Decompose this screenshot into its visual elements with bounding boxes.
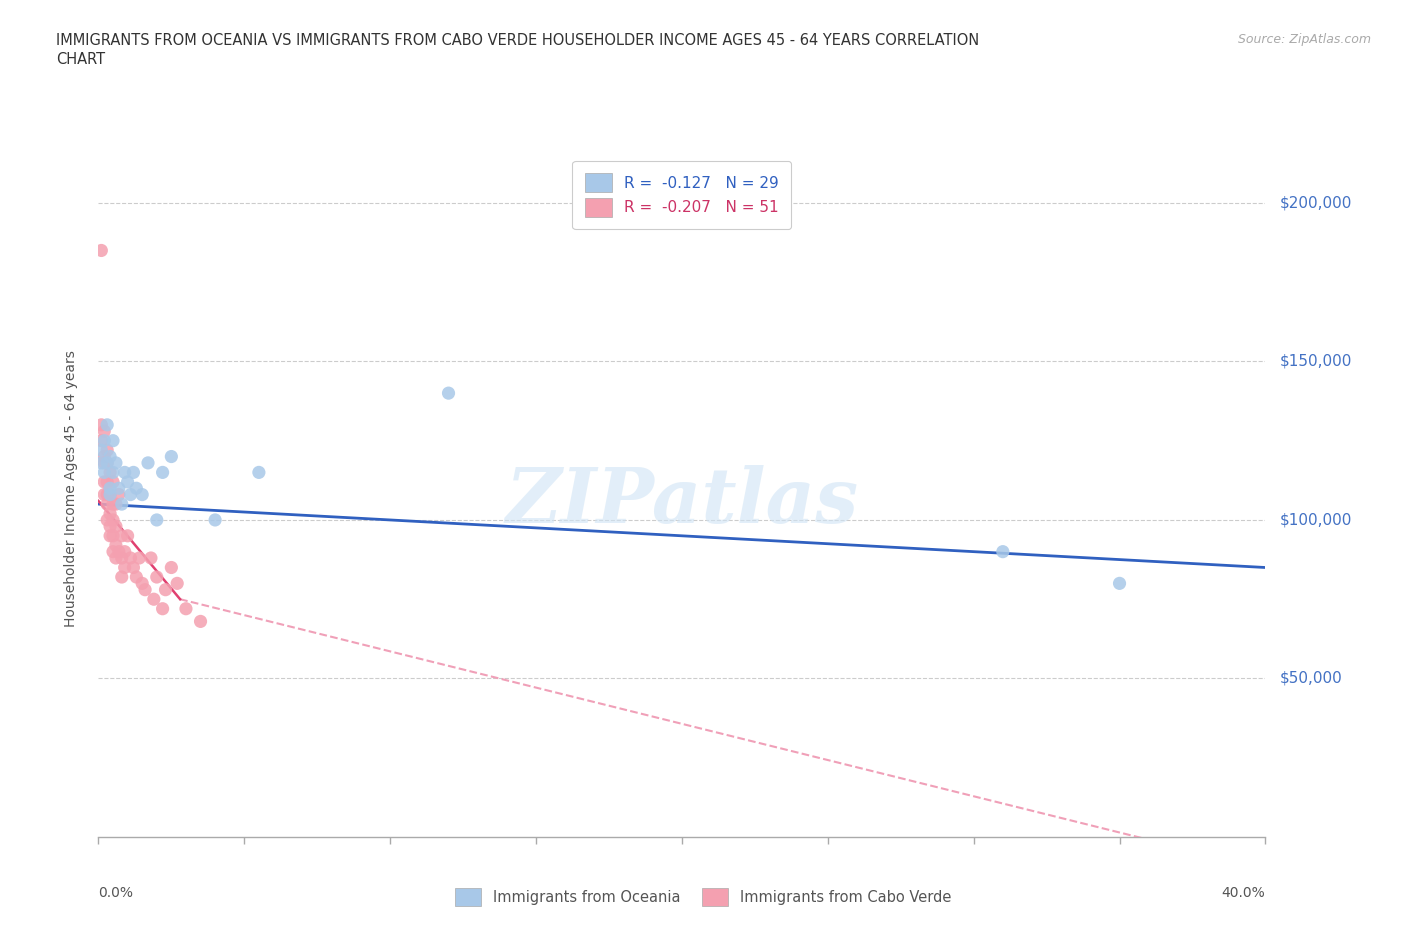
Point <box>101 528 124 543</box>
Point <box>104 497 127 512</box>
Point <box>146 512 169 527</box>
Point <box>98 506 121 521</box>
Point <box>111 551 134 565</box>
Point <box>131 487 153 502</box>
Point <box>131 576 153 591</box>
Point <box>96 456 118 471</box>
Point <box>108 487 131 502</box>
Point <box>104 551 127 565</box>
Point <box>111 528 134 543</box>
Text: $200,000: $200,000 <box>1279 195 1351 210</box>
Point <box>96 474 118 489</box>
Point <box>122 465 145 480</box>
Point <box>93 474 115 489</box>
Point <box>98 481 121 496</box>
Point <box>90 456 112 471</box>
Point <box>114 560 136 575</box>
Point <box>98 449 121 464</box>
Point <box>139 551 162 565</box>
Point <box>90 418 112 432</box>
Point <box>96 497 118 512</box>
Point <box>111 497 134 512</box>
Point <box>93 449 115 464</box>
Point <box>104 519 127 534</box>
Text: 0.0%: 0.0% <box>98 885 134 900</box>
Point <box>101 497 124 512</box>
Point <box>96 443 118 458</box>
Point <box>98 487 121 502</box>
Legend: Immigrants from Oceania, Immigrants from Cabo Verde: Immigrants from Oceania, Immigrants from… <box>447 881 959 913</box>
Point <box>101 465 124 480</box>
Point <box>125 569 148 584</box>
Point <box>111 569 134 584</box>
Point <box>93 456 115 471</box>
Point <box>155 582 177 597</box>
Legend: R =  -0.127   N = 29, R =  -0.207   N = 51: R = -0.127 N = 29, R = -0.207 N = 51 <box>572 161 792 229</box>
Point <box>174 602 197 617</box>
Point <box>98 487 121 502</box>
Point <box>160 449 183 464</box>
Point <box>125 481 148 496</box>
Text: ZIPatlas: ZIPatlas <box>505 465 859 539</box>
Point <box>190 614 212 629</box>
Point <box>93 487 115 502</box>
Text: $150,000: $150,000 <box>1279 354 1351 369</box>
Point <box>114 465 136 480</box>
Point <box>90 433 112 448</box>
Point <box>120 487 142 502</box>
Point <box>152 465 174 480</box>
Point <box>108 544 131 559</box>
Point <box>90 443 112 458</box>
Text: IMMIGRANTS FROM OCEANIA VS IMMIGRANTS FROM CABO VERDE HOUSEHOLDER INCOME AGES 45: IMMIGRANTS FROM OCEANIA VS IMMIGRANTS FR… <box>56 33 980 67</box>
Point <box>104 456 127 471</box>
Point <box>247 465 270 480</box>
Point <box>104 538 127 552</box>
Point <box>1108 576 1130 591</box>
Point <box>108 481 131 496</box>
Point <box>101 474 124 489</box>
Point <box>142 591 165 606</box>
Point <box>101 512 124 527</box>
Point <box>160 560 183 575</box>
Point <box>96 512 118 527</box>
Point <box>136 456 159 471</box>
Y-axis label: Householder Income Ages 45 - 64 years: Householder Income Ages 45 - 64 years <box>63 350 77 627</box>
Point <box>98 528 121 543</box>
Text: 40.0%: 40.0% <box>1222 885 1265 900</box>
Point <box>96 487 118 502</box>
Point <box>437 386 460 401</box>
Point <box>120 551 142 565</box>
Point <box>128 551 150 565</box>
Point <box>98 519 121 534</box>
Point <box>114 544 136 559</box>
Point <box>93 465 115 480</box>
Point <box>93 424 115 439</box>
Text: $100,000: $100,000 <box>1279 512 1351 527</box>
Point <box>101 544 124 559</box>
Point <box>152 602 174 617</box>
Point <box>117 528 139 543</box>
Point <box>122 560 145 575</box>
Text: Source: ZipAtlas.com: Source: ZipAtlas.com <box>1237 33 1371 46</box>
Point <box>96 418 118 432</box>
Point <box>166 576 188 591</box>
Point <box>117 474 139 489</box>
Point <box>146 569 169 584</box>
Point <box>134 582 156 597</box>
Point <box>101 433 124 448</box>
Point <box>204 512 226 527</box>
Point <box>90 243 112 258</box>
Text: $50,000: $50,000 <box>1279 671 1343 686</box>
Point <box>991 544 1014 559</box>
Point <box>96 456 118 471</box>
Point <box>98 465 121 480</box>
Point <box>93 433 115 448</box>
